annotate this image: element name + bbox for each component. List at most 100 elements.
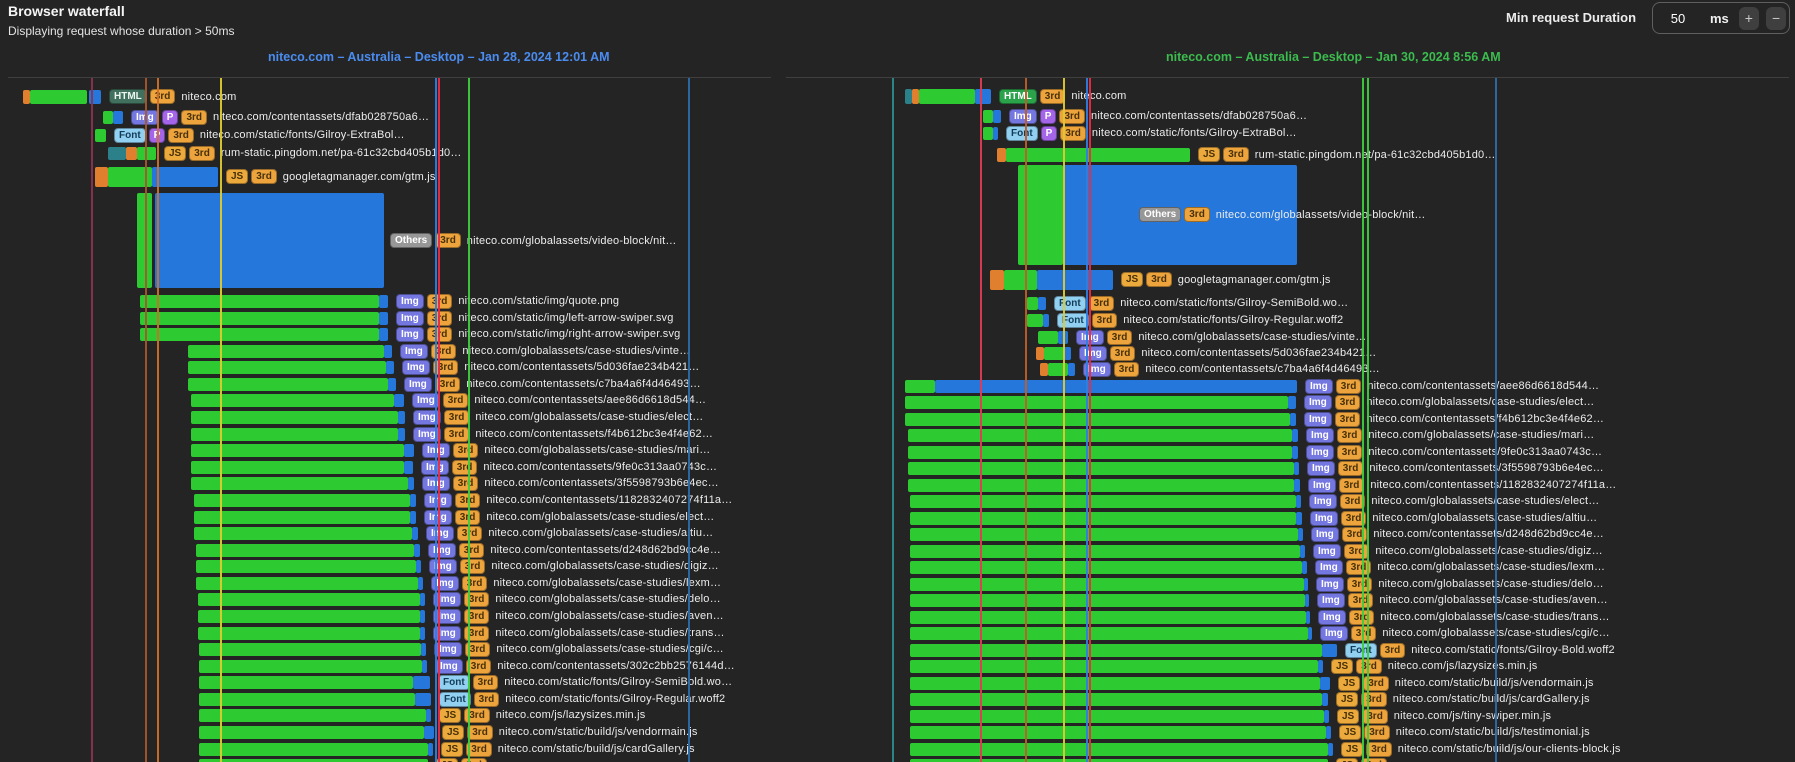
request-row-label[interactable]: Others 3rd niteco.com/globalassets/video-b… <box>1139 207 1426 222</box>
request-row-label[interactable]: Others 3rd niteco.com/globalassets/video-b… <box>390 233 677 248</box>
request-row-label[interactable]: JS 3rd niteco.com/static/build/js/cardGall… <box>1336 691 1590 707</box>
request-bar-segment-blue <box>394 394 404 407</box>
request-row-label[interactable]: Font 3rd niteco.com/static/fonts/Gilroy-Se… <box>1054 295 1348 311</box>
request-row-label[interactable]: JS 3rd niteco.com/static/build/js/our-clie… <box>1341 741 1621 757</box>
request-bar-segment-blue <box>404 444 414 457</box>
request-row-label[interactable]: Img 3rd niteco.com/contentassets/5d036fae2… <box>402 359 699 375</box>
request-row-label[interactable]: Img 3rd niteco.com/contentassets/5d036fae2… <box>1079 345 1376 361</box>
request-row-label[interactable]: Font 3rd niteco.com/static/fonts/Gilroy-Bo… <box>1345 642 1615 658</box>
request-row-label[interactable]: JS 3rd niteco.com/static/build/js/testimon… <box>1339 724 1590 740</box>
badge-img: Img <box>131 109 159 125</box>
request-bar-segment-blue <box>422 660 427 673</box>
badge-3rd: 3rd <box>251 169 277 184</box>
badge-3rd: 3rd <box>1364 724 1390 740</box>
request-row-label[interactable]: JS 3rd niteco.com/static/build/js/cardGall… <box>441 741 695 757</box>
request-row-label[interactable]: HTML 3rd niteco.com <box>999 88 1127 104</box>
request-row-label[interactable]: JS 3rd rum-static.pingdom.net/pa-61c32cbd4… <box>164 145 462 161</box>
request-row-label[interactable]: Font 3rd niteco.com/static/fonts/Gilroy-Re… <box>439 691 725 707</box>
request-bar-segment-blue <box>1300 545 1305 558</box>
request-url: niteco.com/static/fonts/Gilroy-ExtraBol… <box>199 129 405 141</box>
request-bar-segment-blue <box>1304 578 1308 591</box>
request-row-label[interactable]: Font 3rd niteco.com/static/fonts/Gilroy-Re… <box>1057 312 1343 328</box>
request-bar-segment-blue <box>424 726 434 739</box>
request-url: niteco.com/static/fonts/Gilroy-ExtraBol… <box>1091 127 1297 139</box>
decrement-duration-button[interactable]: − <box>1765 6 1787 30</box>
request-url: niteco.com/globalassets/case-studies/ave… <box>495 610 724 622</box>
request-bar-segment-teal <box>905 89 912 104</box>
request-row-label[interactable]: Img3rdniteco.com/globalassets/case-studi… <box>1076 329 1366 345</box>
badge-3rd: 3rd <box>461 575 488 591</box>
request-row-label[interactable]: JS 3rd niteco.com/js/tiny-swiper.min.js <box>1337 708 1551 724</box>
min-duration-input[interactable] <box>1658 9 1698 27</box>
request-row-label[interactable]: Img 3rd niteco.com/contentassets/d248d62bd… <box>428 542 721 558</box>
request-bar-segment-green <box>908 479 1294 492</box>
badge-others: Others <box>1139 207 1182 222</box>
badge-img: Img <box>1316 576 1344 592</box>
request-bar-segment-green <box>908 446 1292 459</box>
request-row-label[interactable]: JS 3rd niteco.com/js/lazysizes.min.js <box>439 707 645 723</box>
request-row-label[interactable]: HTML 3rd niteco.com <box>109 89 237 104</box>
request-url: niteco.com/globalassets/case-studies/ele… <box>486 511 715 523</box>
request-bar-segment-green <box>137 193 152 288</box>
request-row-label[interactable]: Img 3rd niteco.com/contentassets/aee86d661… <box>412 392 706 408</box>
badge-3rd: 3rd <box>461 757 487 762</box>
duration-unit-label: ms <box>1710 10 1729 26</box>
request-row-label[interactable]: JS 3rd rum-static.pingdom.net/pa-61c32cbd4… <box>1198 147 1496 162</box>
request-url: niteco.com/globalassets/case-studies/vin… <box>462 345 691 357</box>
request-row-label[interactable]: Img3rdniteco.com/globalassets/case-studi… <box>422 442 710 458</box>
request-bar-segment-orange <box>912 89 919 104</box>
request-row-label[interactable]: Img 3rd niteco.com/contentassets/aee86d661… <box>1305 378 1599 394</box>
request-row-label[interactable]: Img3rdniteco.com/globalassets/case-studi… <box>424 509 715 525</box>
request-url: niteco.com/globalassets/case-studies/lex… <box>1377 561 1606 573</box>
request-row-label[interactable]: Img 3rd niteco.com/contentassets/c7ba4a6f4… <box>404 376 701 392</box>
request-row-label[interactable]: Img 3rd niteco.com/contentassets/f4b612bc3… <box>413 426 713 442</box>
request-row-label[interactable]: Img3rdniteco.com/static/img/left-arrow-s… <box>396 310 674 326</box>
request-url: niteco.com/contentassets/dfab028750a6… <box>213 111 430 123</box>
request-bar-segment-green <box>95 129 106 142</box>
increment-duration-button[interactable]: + <box>1738 6 1759 30</box>
badge-js: JS <box>1337 708 1360 724</box>
request-row-label[interactable]: Img 3rd niteco.com/contentassets/f4b612bc3… <box>1304 411 1604 427</box>
request-row-label[interactable]: Img3rdniteco.com/contentassets/3f5598793… <box>422 475 719 491</box>
badge-3rd: 3rd <box>463 608 490 624</box>
request-url: niteco.com/contentassets/d248d62bd9cc4e… <box>1373 528 1604 540</box>
request-row-label[interactable]: JS 3rd googletagmanager.com/gtm.js <box>226 169 436 184</box>
request-row-label[interactable]: Img 3rd niteco.com/contentassets/c7ba4a6f4… <box>1083 361 1380 377</box>
request-bar-segment-green <box>1027 297 1038 310</box>
request-row-label[interactable]: Img 3rd niteco.com/contentassets/d248d62bd… <box>1311 526 1604 542</box>
badge-3rd: 3rd <box>1347 592 1374 608</box>
timeline-marker-line <box>688 78 690 762</box>
request-row-label[interactable]: Img 3rd niteco.com/contentassets/302c2bb25… <box>435 658 735 674</box>
request-row-label[interactable]: JS 3rd googletagmanager.com/gtm.js <box>1121 272 1331 287</box>
